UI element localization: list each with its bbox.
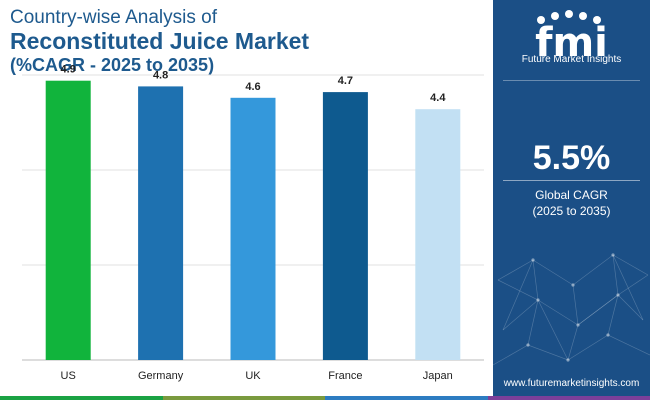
- global-cagr-value: 5.5%: [532, 139, 611, 177]
- bottom-bar-segment: [487, 396, 650, 400]
- logo-letters: fmi: [535, 20, 608, 66]
- global-cagr-label: Global CAGR: [535, 188, 608, 202]
- bars: [45, 80, 461, 361]
- category-label-germany: Germany: [138, 370, 184, 382]
- fmi-logo: fmi: [535, 10, 608, 66]
- category-label-france: France: [328, 370, 362, 382]
- category-label-us: US: [61, 370, 76, 382]
- bottom-bar-segment: [325, 396, 488, 400]
- category-labels: US Germany UK France Japan: [61, 370, 453, 382]
- title-line-3: (%CAGR - 2025 to 2035): [10, 55, 215, 75]
- value-label-uk: 4.6: [245, 81, 260, 93]
- website-link[interactable]: www.futuremarketinsights.com: [503, 378, 640, 389]
- bar-germany: [138, 86, 184, 361]
- bottom-bar-segment: [0, 396, 163, 400]
- title-line-2: Reconstituted Juice Market: [10, 28, 310, 54]
- brand-name: Future Market Insights: [521, 54, 622, 65]
- value-labels: 4.9 4.8 4.6 4.7 4.4: [61, 64, 447, 105]
- chart-title: Country-wise Analysis of Reconstituted J…: [10, 7, 480, 76]
- bottom-bar-segment: [162, 396, 325, 400]
- global-cagr-period: (2025 to 2035): [532, 204, 611, 218]
- bar-us: [45, 80, 91, 360]
- value-label-france: 4.7: [338, 75, 353, 87]
- value-label-japan: 4.4: [430, 92, 446, 104]
- bar-japan: [415, 109, 461, 360]
- cagr-divider: [503, 180, 640, 181]
- bar-uk: [230, 97, 276, 361]
- network-graphic: [493, 253, 650, 366]
- title-line-1: Country-wise Analysis of: [10, 7, 217, 28]
- value-label-us: 4.9: [61, 64, 76, 76]
- summary-panel: fmi Future Market Insights 5.5% Global C…: [493, 0, 650, 400]
- divider: [503, 80, 640, 81]
- value-label-germany: 4.8: [153, 69, 168, 81]
- bar-chart: 4.9 4.8 4.6 4.7 4.4 US Germany UK France Japan: [22, 64, 484, 382]
- category-label-japan: Japan: [423, 370, 453, 382]
- category-label-uk: UK: [245, 370, 261, 382]
- bottom-color-bar: [0, 396, 650, 400]
- bar-france: [322, 92, 368, 360]
